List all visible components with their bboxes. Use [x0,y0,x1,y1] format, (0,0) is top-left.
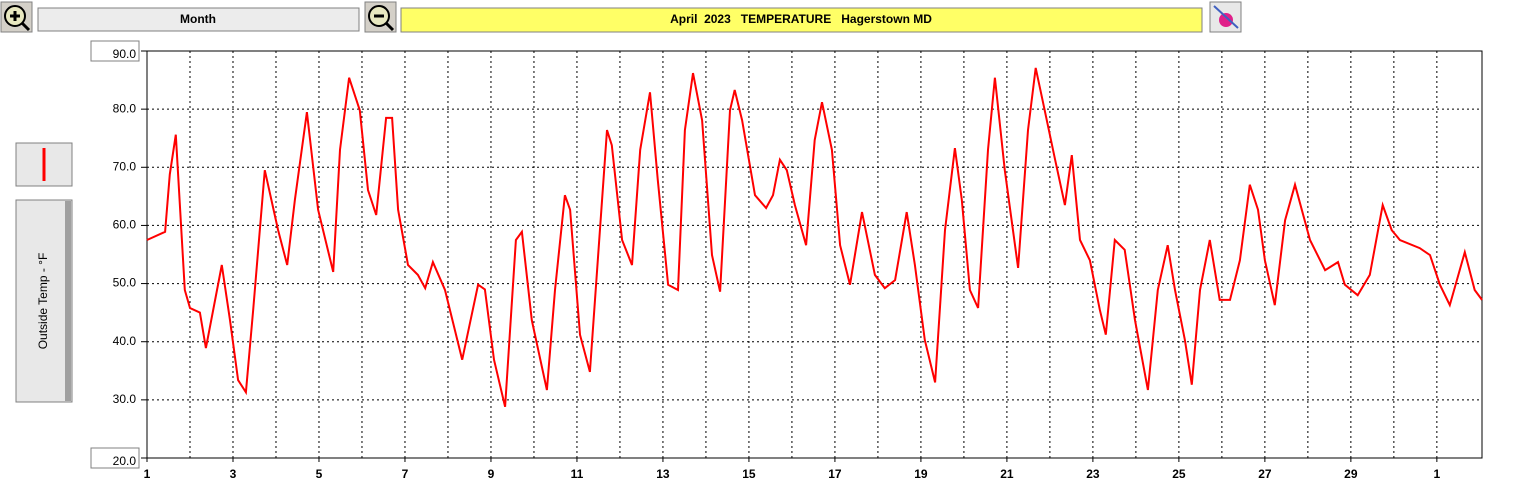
x-tick-label: 7 [402,467,409,481]
y-tick-label: 60.0 [113,218,137,232]
y-axis-label: Outside Temp - °F [36,253,50,350]
x-tick-label: 15 [742,467,756,481]
x-tick-label: 1 [144,467,151,481]
x-tick-label: 25 [1172,467,1186,481]
y-label-box [15,199,73,403]
y-tick-box [90,447,140,469]
y-tick-label: 30.0 [113,392,137,406]
x-tick-label: 11 [571,467,584,481]
zoom-out-button[interactable] [364,1,397,33]
period-label: Month [180,12,216,26]
x-tick-label: 21 [1000,467,1014,481]
color-tool-button[interactable] [1209,1,1242,33]
y-tick-label: 40.0 [113,334,137,348]
y-label-box-shade [65,201,71,401]
x-tick-label: 19 [914,467,928,481]
y-tick-label: 20.0 [113,454,137,468]
title-bar [400,7,1203,33]
y-tick-label: 70.0 [113,159,137,173]
x-tick-label: 1 [1434,467,1441,481]
temperature-line [146,67,1483,408]
x-tick-label: 5 [316,467,323,481]
zoom-in-button[interactable] [0,1,33,33]
x-tick-label: 17 [828,467,842,481]
chart-title: April 2023 TEMPERATURE Hagerstown MD [670,12,932,26]
y-tick-box [90,40,140,62]
y-tick-label: 80.0 [113,101,137,115]
x-tick-label: 9 [488,467,495,481]
y-tick-label: 90.0 [113,47,137,61]
x-tick-label: 13 [656,467,670,481]
x-tick-label: 29 [1344,467,1358,481]
period-button[interactable] [37,7,360,32]
y-tick-label: 50.0 [113,276,137,290]
x-tick-label: 23 [1086,467,1100,481]
x-tick-label: 27 [1258,467,1272,481]
x-tick-label: 3 [230,467,237,481]
plot-area [146,50,1483,459]
